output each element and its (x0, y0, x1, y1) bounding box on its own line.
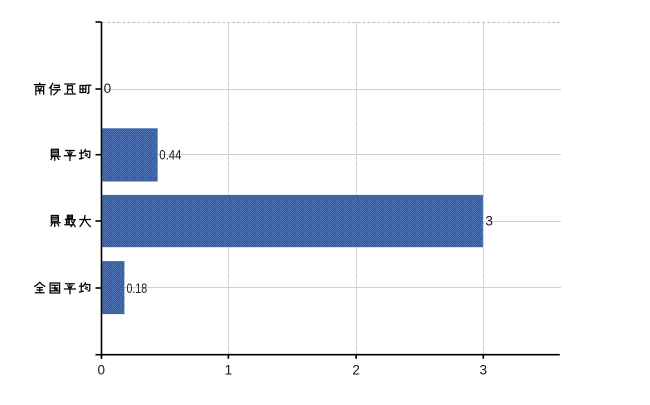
svg-text:0: 0 (98, 363, 106, 378)
svg-text:3: 3 (480, 363, 488, 378)
svg-text:3: 3 (485, 214, 493, 229)
svg-text:1: 1 (225, 363, 233, 378)
svg-text:2: 2 (352, 363, 360, 378)
svg-text:0: 0 (104, 81, 112, 96)
svg-text:0.18: 0.18 (127, 281, 148, 296)
svg-text:0.44: 0.44 (159, 147, 182, 162)
